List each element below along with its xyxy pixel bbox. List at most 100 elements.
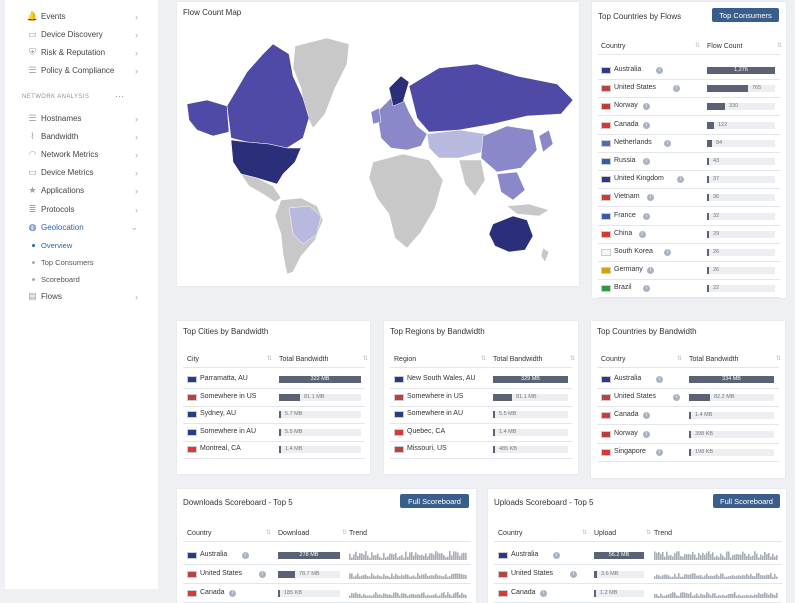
table-row[interactable]: Canada i 122 [598, 117, 780, 135]
world-map[interactable] [177, 2, 579, 286]
row-label[interactable]: United States [511, 570, 554, 577]
info-icon[interactable]: i [642, 121, 650, 129]
table-row[interactable]: Canada i 1.2 MB [494, 585, 782, 603]
info-icon[interactable]: i [569, 571, 577, 578]
table-row[interactable]: Norway i 330 [598, 98, 780, 117]
info-icon[interactable]: i [647, 194, 655, 202]
info-icon[interactable]: i [638, 230, 646, 238]
full-scoreboard-button[interactable]: Full Scoreboard [713, 494, 780, 508]
sort-icon[interactable]: ⇅ [695, 43, 701, 49]
sidebar-subitem-scoreboard[interactable]: Scoreboard [5, 272, 158, 286]
sidebar-item-device-discovery[interactable]: ▭ Device Discovery › [5, 26, 158, 43]
column-header-country[interactable]: Country [601, 356, 626, 363]
info-icon[interactable]: i [642, 212, 650, 220]
sidebar-item-risk-reputation[interactable]: ⛨ Risk & Reputation › [5, 44, 158, 61]
info-icon[interactable]: i [642, 430, 650, 438]
full-scoreboard-button[interactable]: Full Scoreboard [400, 494, 469, 508]
sidebar-subitem-top-consumers[interactable]: Top Consumers [5, 255, 158, 269]
sort-icon[interactable]: ⇅ [481, 356, 487, 362]
table-row[interactable]: Somewhere in US 81.1 MB [390, 389, 572, 407]
table-row[interactable]: France i 32 [598, 208, 780, 226]
sidebar-item-events[interactable]: 🔔 Events › [5, 8, 158, 25]
table-row[interactable]: Australia i 278 MB [183, 547, 471, 565]
table-row[interactable]: Missouri, US 485 KB [390, 441, 572, 459]
sort-icon[interactable]: ⇅ [582, 530, 588, 536]
row-label[interactable]: Missouri, US [407, 445, 447, 452]
column-header-country[interactable]: Country [601, 43, 626, 50]
info-icon[interactable]: i [228, 590, 236, 597]
row-label[interactable]: United States [614, 393, 657, 401]
column-header-total-bandwidth[interactable]: Total Bandwidth [493, 356, 543, 363]
table-row[interactable]: Parramatta, AU 322 MB [183, 371, 365, 389]
row-label[interactable]: United States [614, 84, 657, 92]
row-label[interactable]: Canada [511, 589, 536, 596]
column-header-country[interactable]: Country [498, 530, 523, 537]
row-label[interactable]: Australia [200, 551, 228, 558]
row-label[interactable]: France [614, 211, 636, 219]
sidebar-item-hostnames[interactable]: ☰ Hostnames › [5, 110, 158, 127]
info-icon[interactable]: i [642, 158, 650, 165]
info-icon[interactable]: i [552, 552, 560, 559]
info-icon[interactable]: i [664, 249, 672, 256]
table-row[interactable]: Australia i 1,276 [598, 62, 780, 80]
sidebar-item-applications[interactable]: ★ Applications › [5, 182, 158, 199]
column-header-upload[interactable]: Upload [594, 530, 617, 537]
row-label[interactable]: Australia [511, 551, 539, 558]
info-icon[interactable]: i [655, 376, 663, 383]
info-icon[interactable]: i [655, 448, 663, 456]
row-label[interactable]: Canada [200, 589, 225, 596]
row-label[interactable]: Canada [614, 120, 639, 128]
table-row[interactable]: Somewhere in US 81.1 MB [183, 389, 365, 407]
info-icon[interactable]: i [672, 394, 680, 402]
sort-icon[interactable]: ⇅ [777, 43, 783, 49]
info-icon[interactable]: i [642, 103, 650, 111]
info-icon[interactable]: i [664, 139, 672, 147]
column-header-download[interactable]: Download [278, 530, 310, 537]
info-icon[interactable]: i [647, 267, 655, 275]
sidebar-item-bandwidth[interactable]: ⌇ Bandwidth › [5, 128, 158, 145]
sort-icon[interactable]: ⇅ [266, 530, 272, 536]
table-row[interactable]: Vietnam i 36 [598, 189, 780, 208]
column-header-total-bandwidth[interactable]: Total Bandwidth [689, 356, 739, 363]
row-label[interactable]: Sydney, AU [200, 410, 237, 417]
info-icon[interactable]: i [655, 67, 663, 74]
row-label[interactable]: United States [200, 570, 243, 577]
table-row[interactable]: South Korea i 26 [598, 244, 780, 262]
sidebar-item-protocols[interactable]: ≣ Protocols › [5, 201, 158, 218]
table-row[interactable]: Australia i 334 MB [597, 371, 779, 389]
info-icon[interactable]: i [642, 285, 650, 293]
table-row[interactable]: United Kingdom i 37 [598, 171, 780, 190]
sort-icon[interactable]: ⇅ [677, 356, 683, 362]
column-header-region[interactable]: Region [394, 356, 417, 363]
row-label[interactable]: Singapore [614, 447, 646, 455]
row-label[interactable]: Parramatta, AU [200, 375, 248, 382]
table-row[interactable]: United States i 3.6 MB [494, 566, 782, 584]
row-label[interactable]: South Korea [614, 248, 653, 255]
table-row[interactable]: Quebec, CA 1.4 MB [390, 424, 572, 442]
table-row[interactable]: New South Wales, AU 329 MB [390, 371, 572, 389]
table-row[interactable]: Sydney, AU 5.7 MB [183, 406, 365, 424]
table-row[interactable]: Somewhere in AU 5.5 MB [390, 406, 572, 424]
column-header-country[interactable]: Country [187, 530, 212, 537]
table-row[interactable]: Germany i 26 [598, 262, 780, 281]
row-label[interactable]: New South Wales, AU [407, 375, 476, 382]
row-label[interactable]: Brazil [614, 284, 632, 292]
row-label[interactable]: Somewhere in US [407, 392, 464, 400]
table-row[interactable]: Australia i 56.2 MB [494, 547, 782, 565]
sort-icon[interactable]: ⇅ [267, 356, 273, 362]
sidebar-item-flows[interactable]: ▤ Flows › [5, 288, 158, 305]
info-icon[interactable]: i [258, 571, 266, 578]
sort-icon[interactable]: ⇅ [363, 356, 369, 362]
sort-icon[interactable]: ⇅ [342, 530, 348, 536]
table-row[interactable]: United States i 78.7 MB [183, 566, 471, 584]
row-label[interactable]: Australia [614, 375, 642, 382]
row-label[interactable]: Norway [614, 102, 638, 110]
more-icon[interactable]: ··· [115, 91, 124, 101]
top-consumers-button[interactable]: Top Consumers [712, 8, 779, 22]
row-label[interactable]: Montreal, CA [200, 445, 241, 452]
column-header-flow-count[interactable]: Flow Count [707, 43, 743, 50]
row-label[interactable]: Quebec, CA [407, 427, 446, 435]
sort-icon[interactable]: ⇅ [570, 356, 576, 362]
table-row[interactable]: Canada i 185 KB [183, 585, 471, 603]
row-label[interactable]: United Kingdom [614, 175, 664, 183]
